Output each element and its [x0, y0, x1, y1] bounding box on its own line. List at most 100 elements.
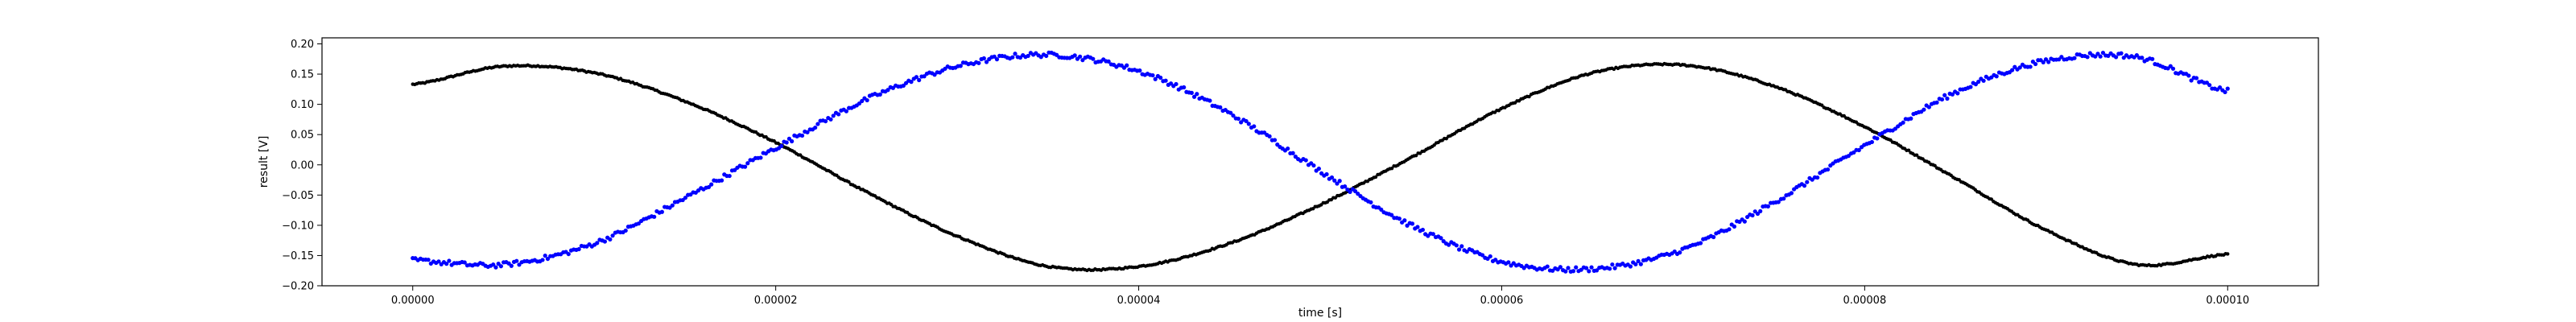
data-point [636, 221, 641, 226]
data-point [1397, 217, 1402, 221]
data-point [994, 57, 1000, 62]
x-tick-label: 0.00004 [1117, 295, 1161, 307]
data-point [1589, 265, 1594, 270]
y-axis: −0.20 −0.15 −0.10 −0.05 0.00 0.05 0.10 0.15 0.20 [282, 39, 322, 293]
data-point [1914, 153, 1919, 157]
data-point [426, 258, 431, 262]
data-point [1080, 58, 1085, 63]
data-point [1189, 90, 1194, 95]
data-point [981, 56, 986, 61]
data-point [1303, 158, 1308, 163]
data-point [1973, 82, 1979, 87]
data-point [1182, 85, 1187, 90]
data-point [1776, 200, 1781, 204]
data-point [1711, 234, 1716, 240]
data-point [1638, 262, 1643, 266]
data-point [917, 77, 922, 83]
y-tick-label: −0.15 [282, 250, 314, 262]
data-point [1456, 247, 1462, 252]
data-point [509, 263, 514, 268]
data-point [595, 241, 600, 246]
y-tick-label: 0.00 [291, 159, 314, 171]
data-point [1332, 178, 1337, 183]
data-point [1290, 151, 1295, 155]
data-point [790, 138, 795, 144]
data-point [1447, 242, 1451, 247]
data-point [909, 80, 914, 85]
data-point [1137, 68, 1142, 73]
data-point [1856, 147, 1861, 153]
data-point [2028, 64, 2033, 69]
data-point [1414, 154, 1418, 158]
data-point [444, 262, 449, 266]
data-point [2033, 61, 2038, 67]
data-point [1875, 136, 1880, 141]
series-1 [411, 50, 2230, 274]
data-point [1825, 167, 1831, 172]
data-point [2225, 86, 2230, 91]
data-point [1909, 116, 1913, 121]
data-point [719, 178, 724, 183]
data-point [1755, 211, 1761, 217]
data-point [1587, 269, 1591, 274]
data-point [1571, 269, 1576, 274]
data-point [659, 209, 664, 214]
data-point [2057, 57, 2062, 62]
data-point [514, 258, 519, 263]
data-point [462, 260, 467, 265]
data-point [496, 262, 501, 266]
data-point [1026, 53, 1030, 59]
data-point [1168, 81, 1174, 86]
x-tick-label: 0.00008 [1843, 295, 1886, 307]
data-point [623, 228, 628, 233]
y-tick-label: 0.10 [291, 99, 314, 111]
data-point [608, 237, 613, 242]
data-point [1239, 120, 1244, 125]
data-point [1901, 120, 1905, 125]
data-point [992, 54, 997, 59]
data-point [1010, 55, 1015, 60]
data-point [1174, 81, 1179, 87]
data-point [1150, 72, 1155, 78]
data-point [1389, 213, 1394, 217]
data-point [2041, 60, 2046, 64]
data-point [1926, 105, 1931, 109]
data-point [2043, 57, 2049, 62]
data-point [2207, 83, 2212, 88]
data-point [670, 203, 675, 208]
data-point [1420, 227, 1425, 233]
data-point [813, 125, 818, 130]
data-point [1106, 59, 1111, 64]
data-point [1950, 92, 1955, 97]
data-point [1191, 94, 1197, 99]
data-point [652, 214, 657, 219]
data-point [815, 122, 820, 126]
data-point [1584, 266, 1589, 270]
data-point [784, 140, 789, 145]
data-point [758, 155, 763, 160]
x-tick-label: 0.00006 [1480, 295, 1524, 307]
data-point [1195, 92, 1199, 97]
data-point [779, 143, 784, 148]
data-point [1566, 266, 1571, 270]
data-point [1415, 225, 1420, 229]
data-point [1329, 175, 1335, 180]
data-point [447, 258, 452, 263]
data-point [2095, 52, 2100, 56]
data-point [1078, 54, 1083, 59]
data-point [2218, 85, 2223, 90]
data-point [543, 254, 547, 258]
data-point [1163, 78, 1168, 83]
series-layer [411, 50, 2230, 274]
data-point [545, 256, 551, 262]
data-point [2072, 56, 2077, 60]
y-tick-label: 0.15 [291, 69, 314, 81]
data-point [844, 109, 848, 114]
data-point [2098, 54, 2103, 59]
data-point [683, 196, 687, 200]
data-point [745, 161, 750, 166]
data-point [1942, 93, 1947, 97]
data-point [1439, 236, 1443, 241]
data-point [1208, 98, 1212, 103]
data-point [984, 60, 989, 64]
